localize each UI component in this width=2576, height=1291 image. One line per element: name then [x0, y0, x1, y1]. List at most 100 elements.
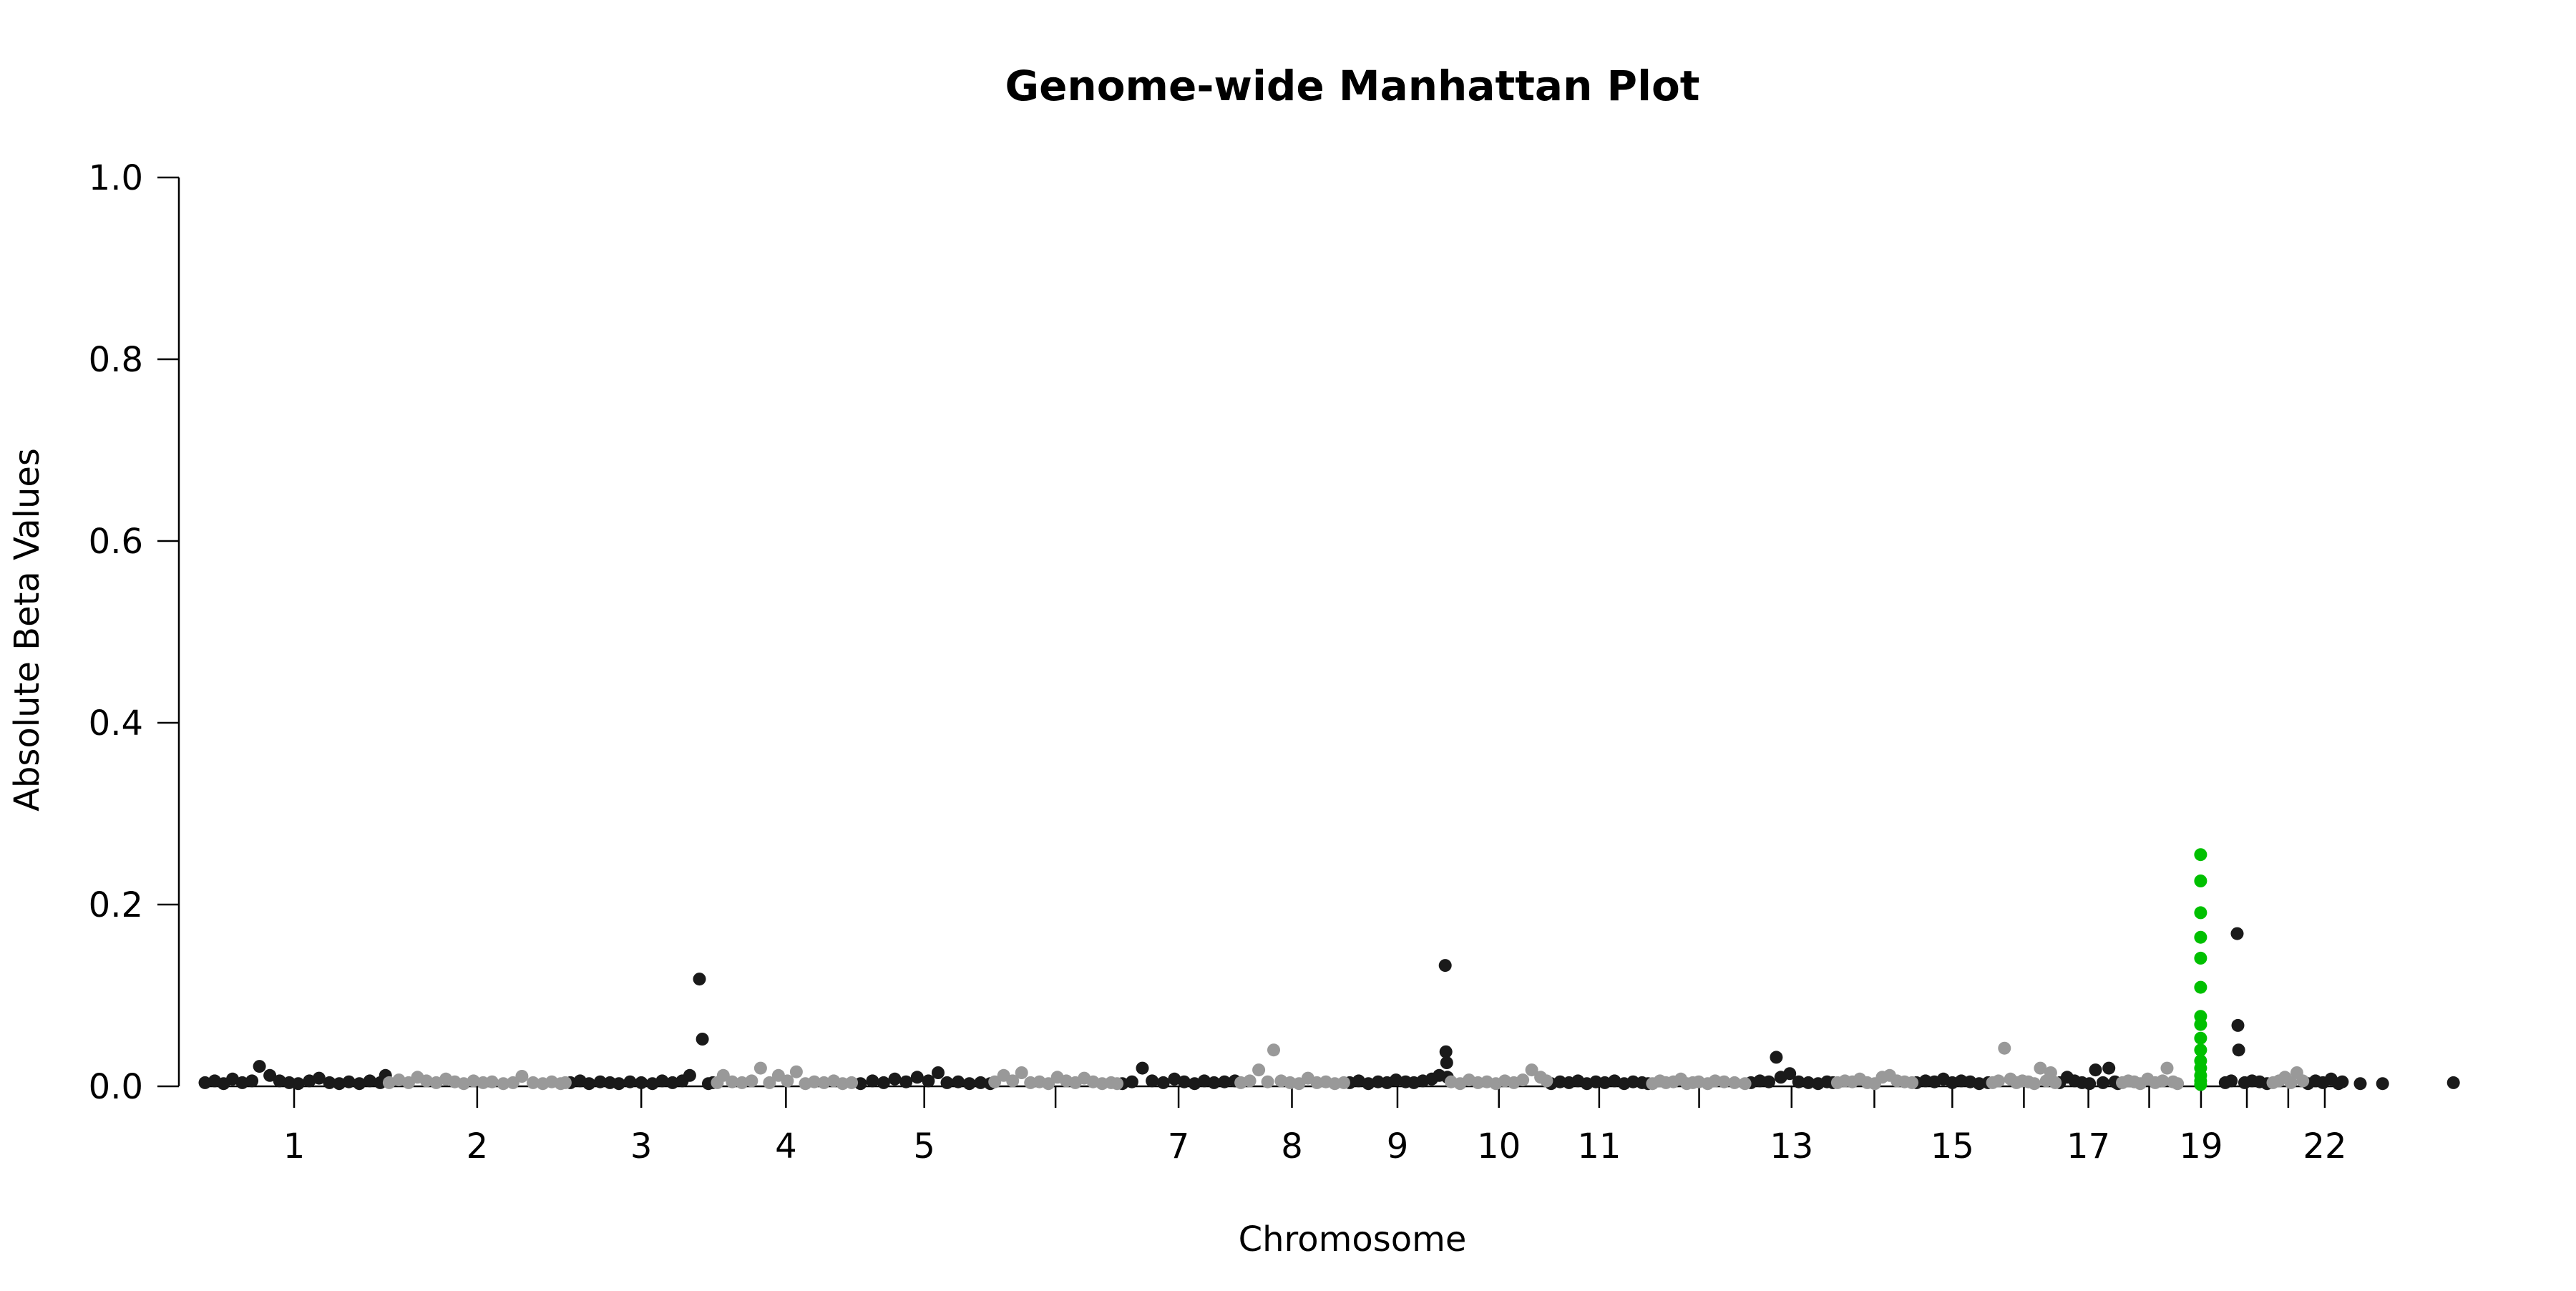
data-point	[612, 1077, 625, 1091]
data-point	[1998, 1041, 2011, 1055]
data-point	[952, 1075, 965, 1088]
y-tick-label: 0.2	[89, 885, 143, 925]
data-point	[635, 1076, 648, 1089]
data-point	[726, 1075, 739, 1088]
y-tick-label: 0.6	[89, 522, 143, 562]
data-point	[974, 1076, 987, 1089]
data-point	[323, 1076, 336, 1089]
data-point	[2083, 1077, 2097, 1091]
data-point	[1125, 1075, 1138, 1088]
data-point	[497, 1077, 510, 1091]
data-point	[2194, 1031, 2207, 1045]
x-tick-label: 5	[913, 1126, 935, 1166]
data-point	[1783, 1067, 1797, 1081]
data-point	[333, 1077, 346, 1091]
data-point	[1440, 1056, 1453, 1069]
data-point	[363, 1074, 376, 1088]
data-point	[988, 1075, 1002, 1088]
data-point	[1015, 1066, 1028, 1079]
data-point	[899, 1075, 913, 1088]
data-point	[420, 1074, 433, 1088]
data-point	[1267, 1043, 1280, 1057]
data-point	[623, 1075, 637, 1088]
data-point	[1168, 1072, 1181, 1086]
data-point	[655, 1074, 669, 1088]
data-point	[291, 1077, 305, 1091]
data-point	[353, 1077, 366, 1091]
data-point	[696, 1033, 709, 1046]
data-point	[1438, 959, 1452, 973]
data-point	[2230, 927, 2244, 940]
data-point	[1738, 1077, 1752, 1091]
data-point	[1728, 1076, 1741, 1089]
data-point	[2102, 1061, 2116, 1075]
data-point	[1792, 1075, 1805, 1088]
x-axis: 1 2 3 4 5 7 8 9 10 11 13 15 17 19 22	[201, 1085, 2346, 1166]
data-point	[198, 1076, 212, 1089]
data-point	[467, 1074, 480, 1088]
data-point	[226, 1072, 239, 1086]
data-point	[1198, 1074, 1211, 1088]
data-point	[1598, 1076, 1611, 1089]
x-tick-label: 13	[1770, 1126, 1813, 1166]
data-point	[1146, 1074, 1159, 1088]
y-axis-label: Absolute Beta Values	[7, 448, 47, 812]
x-tick-label: 9	[1387, 1126, 1409, 1166]
x-axis-label: Chromosome	[1239, 1219, 1467, 1260]
data-point	[845, 1076, 859, 1089]
data-point	[962, 1077, 976, 1091]
data-point	[558, 1076, 572, 1089]
data-point	[2232, 1043, 2245, 1057]
x-tick-label: 15	[1931, 1126, 1974, 1166]
x-tick-label: 10	[1477, 1126, 1521, 1166]
x-tick-label: 19	[2179, 1126, 2223, 1166]
data-point	[817, 1076, 831, 1089]
data-point	[1136, 1061, 1149, 1075]
data-point	[1389, 1073, 1402, 1087]
x-tick-label: 17	[2067, 1126, 2110, 1166]
data-point	[2034, 1061, 2047, 1075]
data-point	[2336, 1075, 2349, 1088]
data-point	[253, 1060, 266, 1073]
data-point	[808, 1075, 821, 1088]
data-point	[1218, 1075, 1231, 1088]
data-point	[342, 1075, 356, 1088]
data-point	[763, 1076, 776, 1089]
data-point	[716, 1068, 730, 1082]
data-point	[1207, 1076, 1221, 1089]
data-point	[2225, 1074, 2238, 1088]
data-point	[2096, 1076, 2109, 1089]
data-point	[2028, 1077, 2041, 1091]
data-point	[457, 1077, 471, 1091]
data-point	[1337, 1076, 1350, 1089]
data-point	[2049, 1076, 2062, 1089]
y-axis: 0.0 0.2 0.4 0.6 0.8 1.0	[89, 158, 180, 1107]
data-point	[1042, 1077, 1055, 1091]
data-point	[1252, 1063, 1266, 1077]
data-point	[2194, 930, 2207, 944]
data-point	[2194, 980, 2207, 994]
data-point	[2194, 1018, 2207, 1031]
data-point	[753, 1061, 767, 1075]
data-point	[922, 1074, 935, 1088]
data-point	[1111, 1077, 1124, 1091]
data-point	[2446, 1076, 2460, 1089]
data-point	[1362, 1077, 1375, 1091]
chart-title: Genome-wide Manhattan Plot	[1005, 62, 1699, 110]
data-point	[1525, 1063, 1538, 1077]
data-point	[1540, 1074, 1553, 1088]
data-point	[429, 1076, 443, 1089]
data-point	[1261, 1075, 1274, 1088]
data-point	[392, 1073, 406, 1087]
data-point	[273, 1074, 286, 1088]
data-point	[2156, 1074, 2170, 1088]
data-point	[665, 1076, 679, 1089]
data-point	[1762, 1075, 1775, 1088]
data-point	[2160, 1061, 2174, 1075]
data-point	[312, 1071, 326, 1085]
data-point	[1516, 1073, 1530, 1087]
data-point	[693, 973, 706, 986]
data-point	[2284, 1076, 2298, 1089]
data-point	[506, 1076, 519, 1089]
x-tick-label: 1	[283, 1126, 306, 1166]
